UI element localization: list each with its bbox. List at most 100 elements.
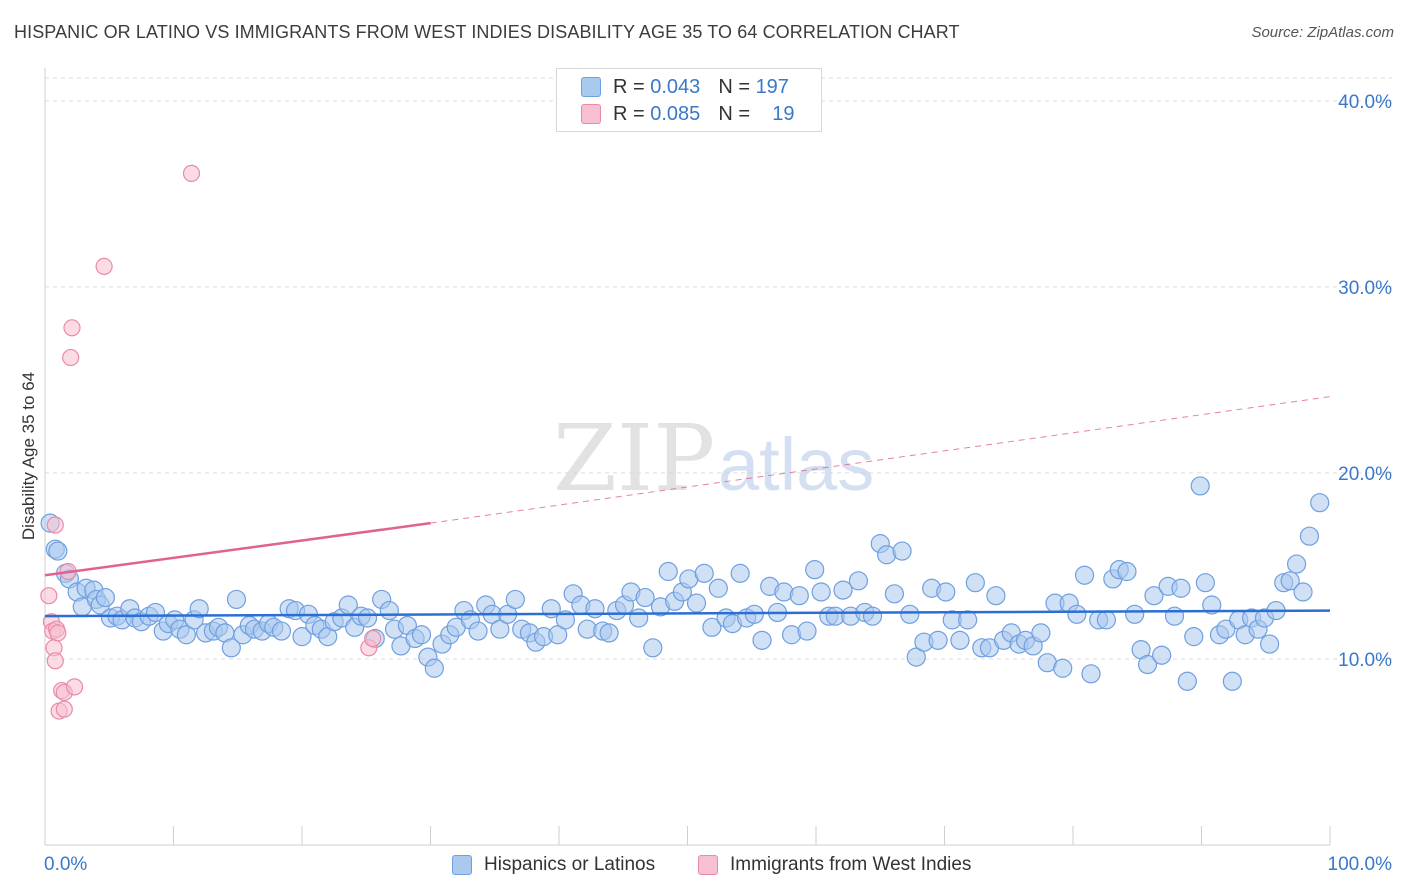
stats-legend: R = 0.043 N = 197 R = 0.085 N = 19	[556, 68, 822, 132]
watermark-atlas: atlas	[718, 423, 874, 506]
r-label: R =	[613, 75, 645, 98]
data-point-hispanic	[833, 580, 853, 600]
data-point-hispanic	[1117, 561, 1137, 582]
data-point-hispanic	[1171, 578, 1191, 598]
data-point-hispanic	[1137, 654, 1158, 675]
data-point-hispanic	[1184, 627, 1204, 647]
data-point-westindies	[46, 516, 64, 534]
legend-swatch-pink	[698, 855, 718, 875]
r-label: R =	[613, 102, 645, 125]
data-point-hispanic	[797, 621, 817, 641]
legend-swatch-pink	[581, 104, 601, 124]
legend-swatch-blue	[452, 855, 472, 875]
data-point-hispanic	[1280, 571, 1300, 591]
data-point-hispanic	[1074, 565, 1095, 585]
data-point-westindies	[95, 257, 113, 275]
watermark-zip: ZIP	[553, 405, 715, 512]
data-point-hispanic	[1053, 658, 1073, 678]
data-point-hispanic	[1222, 671, 1242, 691]
chart-title: HISPANIC OR LATINO VS IMMIGRANTS FROM WE…	[14, 22, 960, 42]
data-point-westindies	[364, 629, 382, 648]
trend-line-hispanic	[44, 609, 1331, 618]
legend-row-westindies: R = 0.085 N = 19	[581, 102, 794, 126]
data-point-hispanic	[708, 578, 728, 598]
data-point-hispanic	[928, 630, 948, 650]
data-point-westindies	[49, 624, 67, 642]
r-value: 0.085	[650, 102, 701, 125]
data-point-hispanic	[1164, 606, 1185, 626]
data-point-hispanic	[1286, 554, 1307, 574]
data-point-hispanic	[884, 584, 904, 604]
legend-label-westindies: Immigrants from West Indies	[730, 854, 972, 875]
watermark: ZIP atlas	[553, 405, 874, 512]
data-point-hispanic	[1081, 664, 1101, 684]
data-point-hispanic	[950, 630, 970, 650]
data-point-westindies	[46, 652, 64, 670]
data-point-westindies	[55, 700, 73, 718]
y-tick-label: 40.0%	[1338, 92, 1392, 113]
data-point-hispanic	[95, 587, 115, 608]
data-point-hispanic	[643, 638, 663, 658]
y-tick-label: 20.0%	[1338, 464, 1392, 485]
data-point-hispanic	[599, 623, 619, 643]
data-point-hispanic	[1096, 610, 1117, 630]
data-point-hispanic	[490, 619, 510, 639]
data-point-hispanic	[411, 625, 432, 645]
y-tick-label: 10.0%	[1338, 650, 1392, 671]
data-point-hispanic	[789, 586, 809, 606]
data-point-hispanic	[1031, 623, 1051, 643]
x-tick-label: 0.0%	[44, 854, 87, 875]
data-point-hispanic	[271, 621, 292, 641]
y-axis-label: Disability Age 35 to 64	[19, 372, 38, 540]
r-value: 0.043	[650, 75, 701, 98]
gridlines	[45, 77, 1392, 660]
data-point-hispanic	[1152, 645, 1172, 665]
data-point-westindies	[63, 319, 81, 337]
data-point-hispanic	[1177, 671, 1197, 691]
legend-label-hispanic: Hispanics or Latinos	[484, 854, 656, 875]
trend-lines	[44, 396, 1331, 618]
legend-row-hispanic: R = 0.043 N = 197	[581, 75, 789, 99]
data-points	[40, 164, 1330, 720]
data-point-hispanic	[357, 608, 378, 628]
data-point-hispanic	[379, 600, 399, 621]
axes	[44, 68, 1331, 846]
y-tick-label: 30.0%	[1338, 278, 1392, 299]
data-point-hispanic	[862, 606, 883, 626]
data-point-hispanic	[658, 561, 678, 582]
legend-swatch-blue	[581, 77, 601, 97]
data-point-westindies	[65, 678, 84, 696]
data-point-hispanic	[221, 638, 241, 658]
data-point-hispanic	[1293, 582, 1313, 602]
n-value: 19	[772, 102, 795, 125]
data-point-hispanic	[505, 589, 525, 610]
data-point-hispanic	[1299, 526, 1320, 546]
data-point-hispanic	[1125, 604, 1145, 624]
data-point-hispanic	[1144, 586, 1164, 606]
data-point-hispanic	[635, 587, 655, 608]
x-tick-label: 100.0%	[1328, 854, 1393, 875]
data-point-hispanic	[1067, 604, 1087, 624]
data-point-hispanic	[424, 658, 444, 678]
data-point-hispanic	[986, 586, 1006, 606]
data-point-hispanic	[1260, 634, 1280, 654]
data-point-hispanic	[958, 610, 978, 630]
data-point-westindies	[182, 164, 201, 182]
data-point-hispanic	[1190, 476, 1210, 496]
data-point-hispanic	[1195, 573, 1215, 593]
legend-item-hispanic: Hispanics or Latinos	[452, 852, 655, 878]
data-point-hispanic	[189, 599, 209, 619]
n-value: 197	[755, 75, 789, 98]
data-point-hispanic	[936, 582, 956, 602]
trend-line-westindies	[44, 521, 431, 577]
data-point-hispanic	[629, 608, 649, 628]
data-point-hispanic	[292, 627, 312, 647]
data-point-hispanic	[965, 573, 985, 593]
data-point-hispanic	[694, 563, 714, 583]
trend-line-westindies-extension	[430, 396, 1331, 524]
data-point-hispanic	[811, 582, 831, 602]
data-point-hispanic	[1202, 595, 1222, 615]
tick-labels: 10.0% 20.0% 30.0% 40.0% 0.0% 100.0%	[44, 92, 1392, 875]
legend-item-westindies: Immigrants from West Indies	[698, 852, 971, 878]
source-label: Source: ZipAtlas.com	[1251, 24, 1394, 41]
